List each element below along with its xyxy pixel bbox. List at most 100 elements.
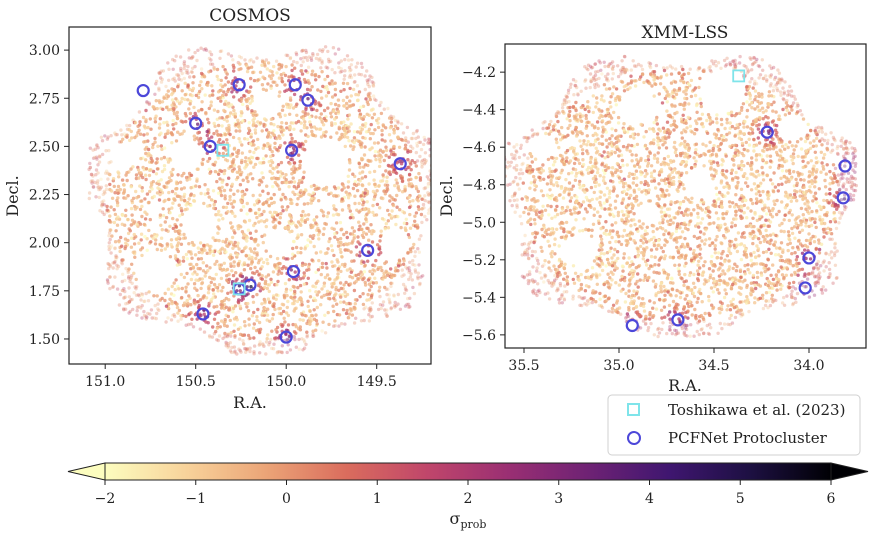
galaxy-point (386, 226, 391, 230)
galaxy-point (252, 251, 256, 255)
galaxy-point (803, 285, 807, 289)
galaxy-point (323, 134, 327, 138)
cosmos-ylabel: Decl. (3, 175, 22, 216)
galaxy-point (279, 271, 284, 275)
galaxy-point (113, 246, 117, 250)
galaxy-point (294, 51, 298, 55)
galaxy-point (140, 199, 144, 203)
galaxy-point (135, 305, 140, 310)
galaxy-point (842, 156, 847, 161)
galaxy-point (839, 198, 844, 202)
galaxy-point (793, 287, 798, 291)
galaxy-point (269, 196, 274, 201)
galaxy-point (839, 213, 844, 217)
galaxy-point (190, 240, 194, 245)
galaxy-point (362, 165, 366, 169)
galaxy-point (199, 46, 203, 50)
galaxy-point (188, 87, 192, 92)
galaxy-point (114, 133, 118, 137)
galaxy-point (540, 264, 545, 268)
cosmos-y-ticks: 1.501.752.002.252.502.753.00 (29, 43, 69, 348)
galaxy-point (109, 244, 114, 248)
galaxy-point (195, 58, 199, 63)
galaxy-point (350, 232, 355, 236)
galaxy-point (127, 267, 131, 271)
galaxy-point (137, 305, 141, 309)
galaxy-point (197, 109, 201, 113)
galaxy-point (362, 115, 366, 119)
galaxy-point (171, 101, 176, 105)
galaxy-point (261, 202, 265, 206)
galaxy-point (186, 301, 190, 306)
galaxy-point (95, 157, 99, 161)
galaxy-point (749, 101, 754, 105)
galaxy-point (783, 206, 788, 210)
galaxy-point (95, 144, 99, 148)
galaxy-point (591, 133, 595, 138)
galaxy-point (565, 282, 570, 286)
galaxy-point (352, 229, 356, 233)
galaxy-point (744, 181, 748, 185)
galaxy-point (170, 141, 174, 145)
galaxy-point (153, 303, 157, 308)
galaxy-point (652, 138, 656, 142)
galaxy-point (432, 163, 435, 166)
galaxy-point (164, 215, 169, 220)
galaxy-point (283, 141, 287, 145)
galaxy-point (366, 92, 371, 96)
galaxy-point (143, 217, 148, 221)
galaxy-point (317, 101, 321, 105)
galaxy-point (358, 224, 362, 228)
galaxy-point (585, 143, 589, 147)
galaxy-point (383, 285, 387, 290)
galaxy-point (565, 275, 570, 279)
galaxy-point (256, 211, 260, 215)
galaxy-point (305, 217, 310, 221)
galaxy-point (408, 296, 412, 300)
galaxy-point (90, 179, 95, 183)
galaxy-point (422, 162, 427, 166)
galaxy-point (395, 193, 399, 198)
galaxy-point (264, 275, 268, 279)
galaxy-point (634, 169, 639, 173)
galaxy-point (306, 299, 310, 303)
galaxy-point (225, 119, 229, 123)
galaxy-point (742, 132, 746, 136)
galaxy-point (145, 315, 149, 319)
galaxy-point (124, 302, 128, 306)
galaxy-point (218, 49, 223, 54)
galaxy-point (148, 117, 152, 121)
galaxy-point (260, 171, 264, 175)
galaxy-point (230, 86, 234, 90)
galaxy-point (239, 110, 244, 114)
galaxy-point (367, 84, 371, 89)
galaxy-point (113, 275, 117, 279)
galaxy-point (403, 304, 408, 308)
galaxy-point (658, 221, 662, 225)
galaxy-point (390, 209, 394, 213)
galaxy-point (285, 155, 290, 159)
galaxy-point (151, 169, 156, 174)
galaxy-point (418, 282, 422, 287)
galaxy-point (192, 193, 196, 198)
galaxy-point (109, 205, 113, 209)
galaxy-point (596, 69, 600, 74)
galaxy-point (356, 240, 360, 244)
galaxy-point (87, 167, 91, 172)
galaxy-point (115, 223, 120, 227)
galaxy-point (179, 242, 184, 246)
galaxy-point (765, 212, 769, 216)
galaxy-point (340, 255, 344, 259)
galaxy-point (200, 87, 204, 91)
galaxy-point (185, 178, 189, 182)
galaxy-point (348, 73, 353, 78)
galaxy-point (252, 344, 257, 348)
galaxy-point (509, 160, 513, 164)
galaxy-point (688, 124, 693, 128)
galaxy-point (352, 140, 356, 145)
galaxy-point (245, 201, 249, 206)
galaxy-point (187, 242, 191, 246)
galaxy-point (172, 293, 176, 297)
galaxy-point (362, 318, 366, 323)
galaxy-point (299, 290, 303, 294)
